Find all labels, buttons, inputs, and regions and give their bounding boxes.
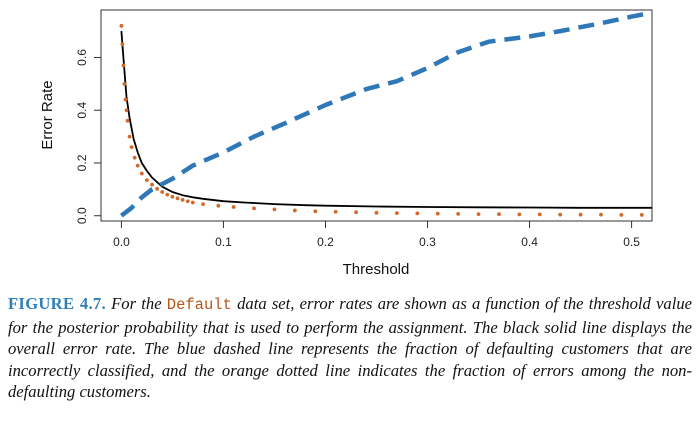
caption-text-1: For the [105, 294, 167, 313]
orange-dotted-point [578, 212, 583, 217]
plot-frame [100, 9, 653, 222]
orange-dotted-point [476, 212, 481, 217]
orange-dotted-point [537, 212, 542, 217]
blue-dashed-line [120, 10, 653, 218]
orange-dotted-point [185, 199, 190, 204]
orange-dotted-point [313, 209, 318, 214]
orange-dotted-point [119, 23, 124, 28]
orange-dotted-point [619, 213, 624, 217]
orange-dotted-point [121, 63, 126, 68]
x-tick-label: 0.0 [113, 235, 130, 249]
orange-dotted-point [435, 211, 440, 216]
orange-dotted-point [180, 198, 185, 202]
y-tick-label: 0.2 [75, 154, 89, 171]
orange-dotted-point [374, 210, 379, 215]
orange-dotted-point [150, 182, 154, 187]
series-layer [119, 10, 653, 218]
orange-dotted-point [123, 97, 128, 102]
x-tick-label: 0.5 [623, 235, 640, 249]
orange-dotted-point [170, 194, 175, 199]
orange-dotted-point [145, 178, 149, 183]
orange-dotted-point [216, 203, 221, 208]
orange-dotted-point [292, 208, 297, 213]
orange-dotted-point [354, 210, 358, 215]
orange-dotted-point [122, 81, 127, 86]
error-rate-chart: 0.0 0.1 0.2 0.3 0.4 0.5 0.0 0.2 0.4 0.6 Threshol… [39, 9, 653, 278]
orange-dotted-point [497, 212, 501, 217]
orange-dotted-point [272, 207, 277, 212]
y-axis-title: Error Rate [39, 80, 56, 149]
orange-dotted-point [558, 212, 563, 217]
orange-dotted-point [125, 118, 130, 123]
x-axis-title: Threshold [343, 261, 410, 278]
caption-text-2: data set, error rates are shown as a fun… [8, 294, 692, 402]
orange-dotted-point [139, 171, 144, 176]
orange-dotted-point [132, 155, 137, 160]
orange-dotted-point [639, 213, 644, 217]
orange-dotted-point [120, 42, 125, 47]
caption-code: Default [166, 296, 232, 314]
orange-dotted-point [333, 209, 338, 214]
orange-dotted-point [201, 202, 205, 207]
x-axis: 0.0 0.1 0.2 0.3 0.4 0.5 [113, 220, 640, 249]
orange-dotted-point [124, 108, 129, 113]
x-tick-label: 0.1 [215, 235, 232, 249]
x-tick-label: 0.2 [317, 235, 334, 249]
orange-dotted-point [135, 163, 140, 168]
figure-label: FIGURE 4.7. [8, 294, 106, 313]
orange-dotted-point [517, 212, 522, 217]
y-axis: 0.0 0.2 0.4 0.6 [75, 49, 102, 224]
x-tick-label: 0.4 [521, 235, 538, 249]
orange-dotted-point [160, 190, 165, 194]
orange-dotted-point [415, 211, 420, 216]
orange-dotted-point [252, 206, 256, 211]
orange-dotted-point [175, 196, 180, 201]
orange-dotted-point [127, 134, 132, 139]
orange-dotted-point [190, 200, 195, 205]
orange-dotted-point [129, 145, 134, 150]
x-tick-label: 0.3 [419, 235, 436, 249]
orange-dotted-point [456, 211, 461, 216]
figure-caption: FIGURE 4.7. For the Default data set, er… [8, 293, 692, 403]
black-solid-line [120, 31, 652, 209]
y-tick-label: 0.6 [75, 49, 89, 66]
orange-dotted-point [165, 192, 170, 197]
y-tick-label: 0.4 [75, 102, 89, 119]
orange-dotted-point [155, 186, 160, 191]
y-tick-label: 0.0 [75, 207, 89, 224]
orange-dotted-point [599, 212, 603, 217]
orange-dotted-point [395, 211, 399, 215]
orange-dotted-point [231, 205, 236, 209]
